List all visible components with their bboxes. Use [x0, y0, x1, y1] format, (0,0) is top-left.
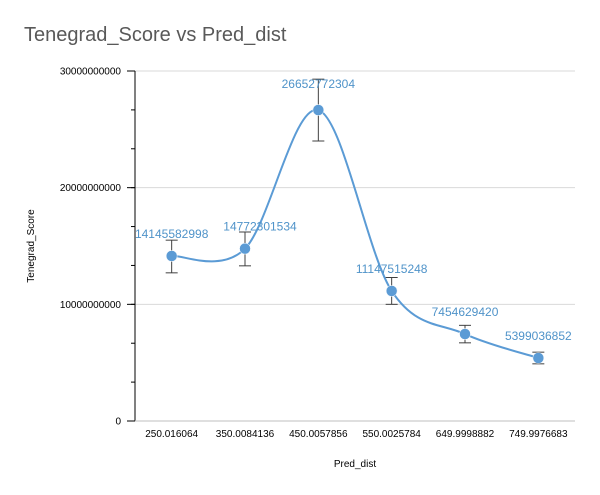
- x-tick-label: 649.9998882: [436, 429, 495, 440]
- data-label: 5399036852: [505, 329, 572, 343]
- y-tick-label: 10000000000: [60, 300, 122, 311]
- axes: [127, 70, 575, 422]
- x-tick-label: 350.0084136: [216, 429, 275, 440]
- x-tick-label: 250.016064: [145, 429, 198, 440]
- x-tick-label: 450.0057856: [289, 429, 348, 440]
- y-axis-title: Tenegrad_Score: [26, 209, 37, 283]
- data-point: [459, 328, 471, 340]
- data-point: [532, 352, 545, 364]
- data-label: 7454629420: [432, 305, 499, 319]
- data-labels: 14145582998 14772301534 26652772304 1114751…: [135, 77, 572, 343]
- chart-title: Tenegrad_Score vs Pred_dist: [24, 24, 287, 46]
- tick-labels: 0 10000000000 20000000000 30000000000 250.01…: [60, 67, 568, 441]
- x-tick-label: 749.9976683: [509, 429, 568, 440]
- data-point: [239, 242, 251, 255]
- y-tick-label: 0: [115, 417, 121, 428]
- y-tick-label: 20000000000: [60, 183, 122, 194]
- series-line: [171, 109, 539, 359]
- data-label: 14145582998: [135, 227, 209, 241]
- data-point: [385, 285, 398, 297]
- data-points: [165, 104, 545, 364]
- y-tick-label: 30000000000: [60, 67, 122, 78]
- data-label: 11147515248: [356, 262, 428, 276]
- data-point: [165, 250, 178, 262]
- data-point: [312, 104, 325, 116]
- x-axis-title: Pred_dist: [334, 459, 376, 470]
- x-tick-label: 550.0025784: [362, 429, 421, 440]
- data-label: 14772301534: [223, 220, 297, 234]
- data-label: 26652772304: [282, 77, 356, 91]
